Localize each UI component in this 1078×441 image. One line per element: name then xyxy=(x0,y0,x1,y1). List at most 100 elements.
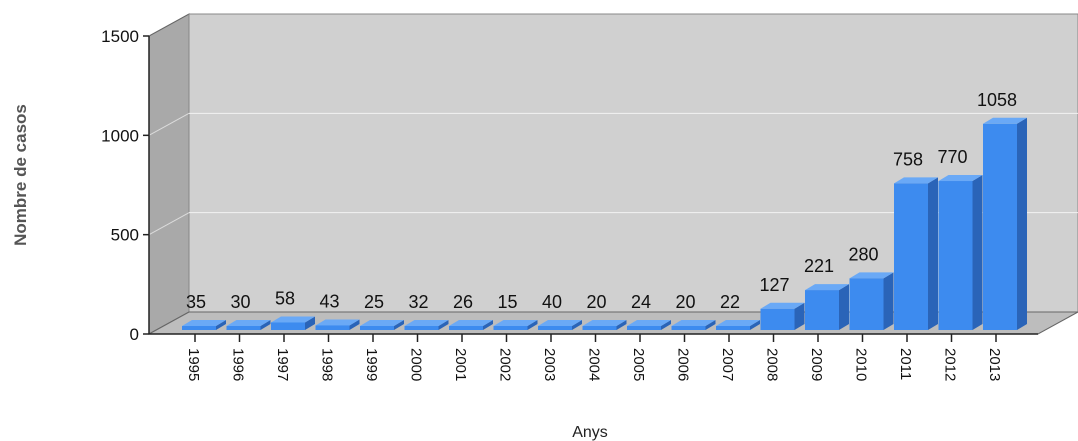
bar-front xyxy=(493,326,528,330)
x-tick-label: 2010 xyxy=(853,348,870,381)
bar-2000 xyxy=(404,320,449,330)
bar-top xyxy=(983,117,1027,124)
bar-top xyxy=(760,302,805,309)
bar-front xyxy=(849,278,884,330)
data-label: 58 xyxy=(275,288,295,308)
bar-top xyxy=(360,320,404,326)
bar-top xyxy=(849,272,894,279)
data-label: 280 xyxy=(848,244,878,264)
bar-2004 xyxy=(582,320,627,330)
x-tick-label: 1996 xyxy=(230,348,247,381)
bar-2002 xyxy=(493,320,538,330)
bar-front xyxy=(226,326,261,330)
data-label: 43 xyxy=(319,291,339,311)
bar-top xyxy=(938,175,983,182)
x-tick-label: 2013 xyxy=(986,348,1003,381)
data-label: 770 xyxy=(937,147,967,167)
x-tick-label: 2008 xyxy=(764,348,781,381)
bar-side xyxy=(260,320,271,330)
x-tick-label: 2011 xyxy=(897,348,914,380)
data-labels: 35 30 58 43 25 32 26 15 40 20 24 20 22 127 221 280 758 77… xyxy=(186,90,1017,312)
bar-side xyxy=(750,320,760,330)
bar-front xyxy=(182,326,216,330)
bar-front xyxy=(315,325,350,330)
bar-side xyxy=(794,302,805,330)
data-label: 35 xyxy=(186,292,206,312)
bar-2009 xyxy=(805,284,849,330)
x-tick-label: 1997 xyxy=(274,348,291,381)
bar-side xyxy=(616,320,627,330)
bar-top xyxy=(671,320,716,326)
bar-front xyxy=(404,326,439,330)
data-label: 22 xyxy=(720,292,740,312)
y-axis-ticks: 0 500 1000 1500 xyxy=(101,27,149,344)
bar-top xyxy=(271,316,315,323)
bar-front xyxy=(716,326,750,330)
data-label: 30 xyxy=(230,292,250,312)
gridline-side xyxy=(148,112,190,136)
bar-top xyxy=(226,320,271,326)
data-label: 20 xyxy=(586,292,606,312)
x-tick-label: 2005 xyxy=(630,348,647,381)
x-tick-label: 2004 xyxy=(586,348,603,381)
bar-2005 xyxy=(627,320,671,330)
bar-front xyxy=(938,181,973,330)
bar-top xyxy=(315,319,360,326)
bar-top xyxy=(627,320,671,326)
y-tick-label: 1000 xyxy=(101,126,139,145)
bar-side xyxy=(883,272,894,330)
bar-top xyxy=(894,177,938,184)
bar-top xyxy=(538,320,582,326)
bar-top xyxy=(805,284,849,291)
bar-side xyxy=(483,320,493,330)
y-tick-label: 1500 xyxy=(101,27,139,46)
bar-front xyxy=(360,326,394,330)
bar-top xyxy=(449,320,493,326)
data-label: 758 xyxy=(893,149,923,169)
left-side-wall xyxy=(148,13,190,335)
bars xyxy=(182,117,1027,330)
bar-top xyxy=(493,320,538,326)
data-label: 20 xyxy=(675,292,695,312)
x-tick-label: 2007 xyxy=(719,348,736,381)
bar-front xyxy=(538,326,572,330)
data-label: 221 xyxy=(804,256,834,276)
data-label: 24 xyxy=(631,292,651,312)
bar-side xyxy=(572,320,582,330)
x-tick-label: 2006 xyxy=(675,348,692,381)
y-tick-label: 500 xyxy=(111,226,139,245)
bar-side xyxy=(216,320,226,330)
data-label: 25 xyxy=(364,292,384,312)
bar-2008 xyxy=(760,302,805,330)
bar-top xyxy=(582,320,627,326)
bar-front xyxy=(671,326,706,330)
data-label: 15 xyxy=(497,292,517,312)
bar-side xyxy=(438,320,449,330)
x-tick-label: 2003 xyxy=(541,348,558,381)
bar-2012 xyxy=(938,175,983,330)
data-label: 1058 xyxy=(977,90,1017,110)
gridline-side xyxy=(148,212,190,236)
bar-side xyxy=(349,319,360,330)
bar-side xyxy=(1017,117,1027,330)
bar-1995 xyxy=(182,320,226,330)
x-tick-label: 2001 xyxy=(452,348,469,381)
bar-side xyxy=(928,177,938,330)
x-axis-label: Anys xyxy=(572,424,608,441)
bar-front xyxy=(983,123,1017,330)
bar-front xyxy=(582,326,617,330)
bar-side xyxy=(839,284,849,330)
bar-side xyxy=(394,320,404,330)
bar-2006 xyxy=(671,320,716,330)
x-tick-label: 2012 xyxy=(942,348,959,381)
data-label: 26 xyxy=(453,292,473,312)
bar-side xyxy=(972,175,983,330)
bar-2007 xyxy=(716,320,760,330)
bar-front xyxy=(627,326,661,330)
bar-top xyxy=(182,320,226,326)
bar-2013 xyxy=(983,117,1027,330)
bar-front xyxy=(271,322,305,330)
x-tick-label: 1995 xyxy=(185,348,202,381)
bar-side xyxy=(705,320,716,330)
